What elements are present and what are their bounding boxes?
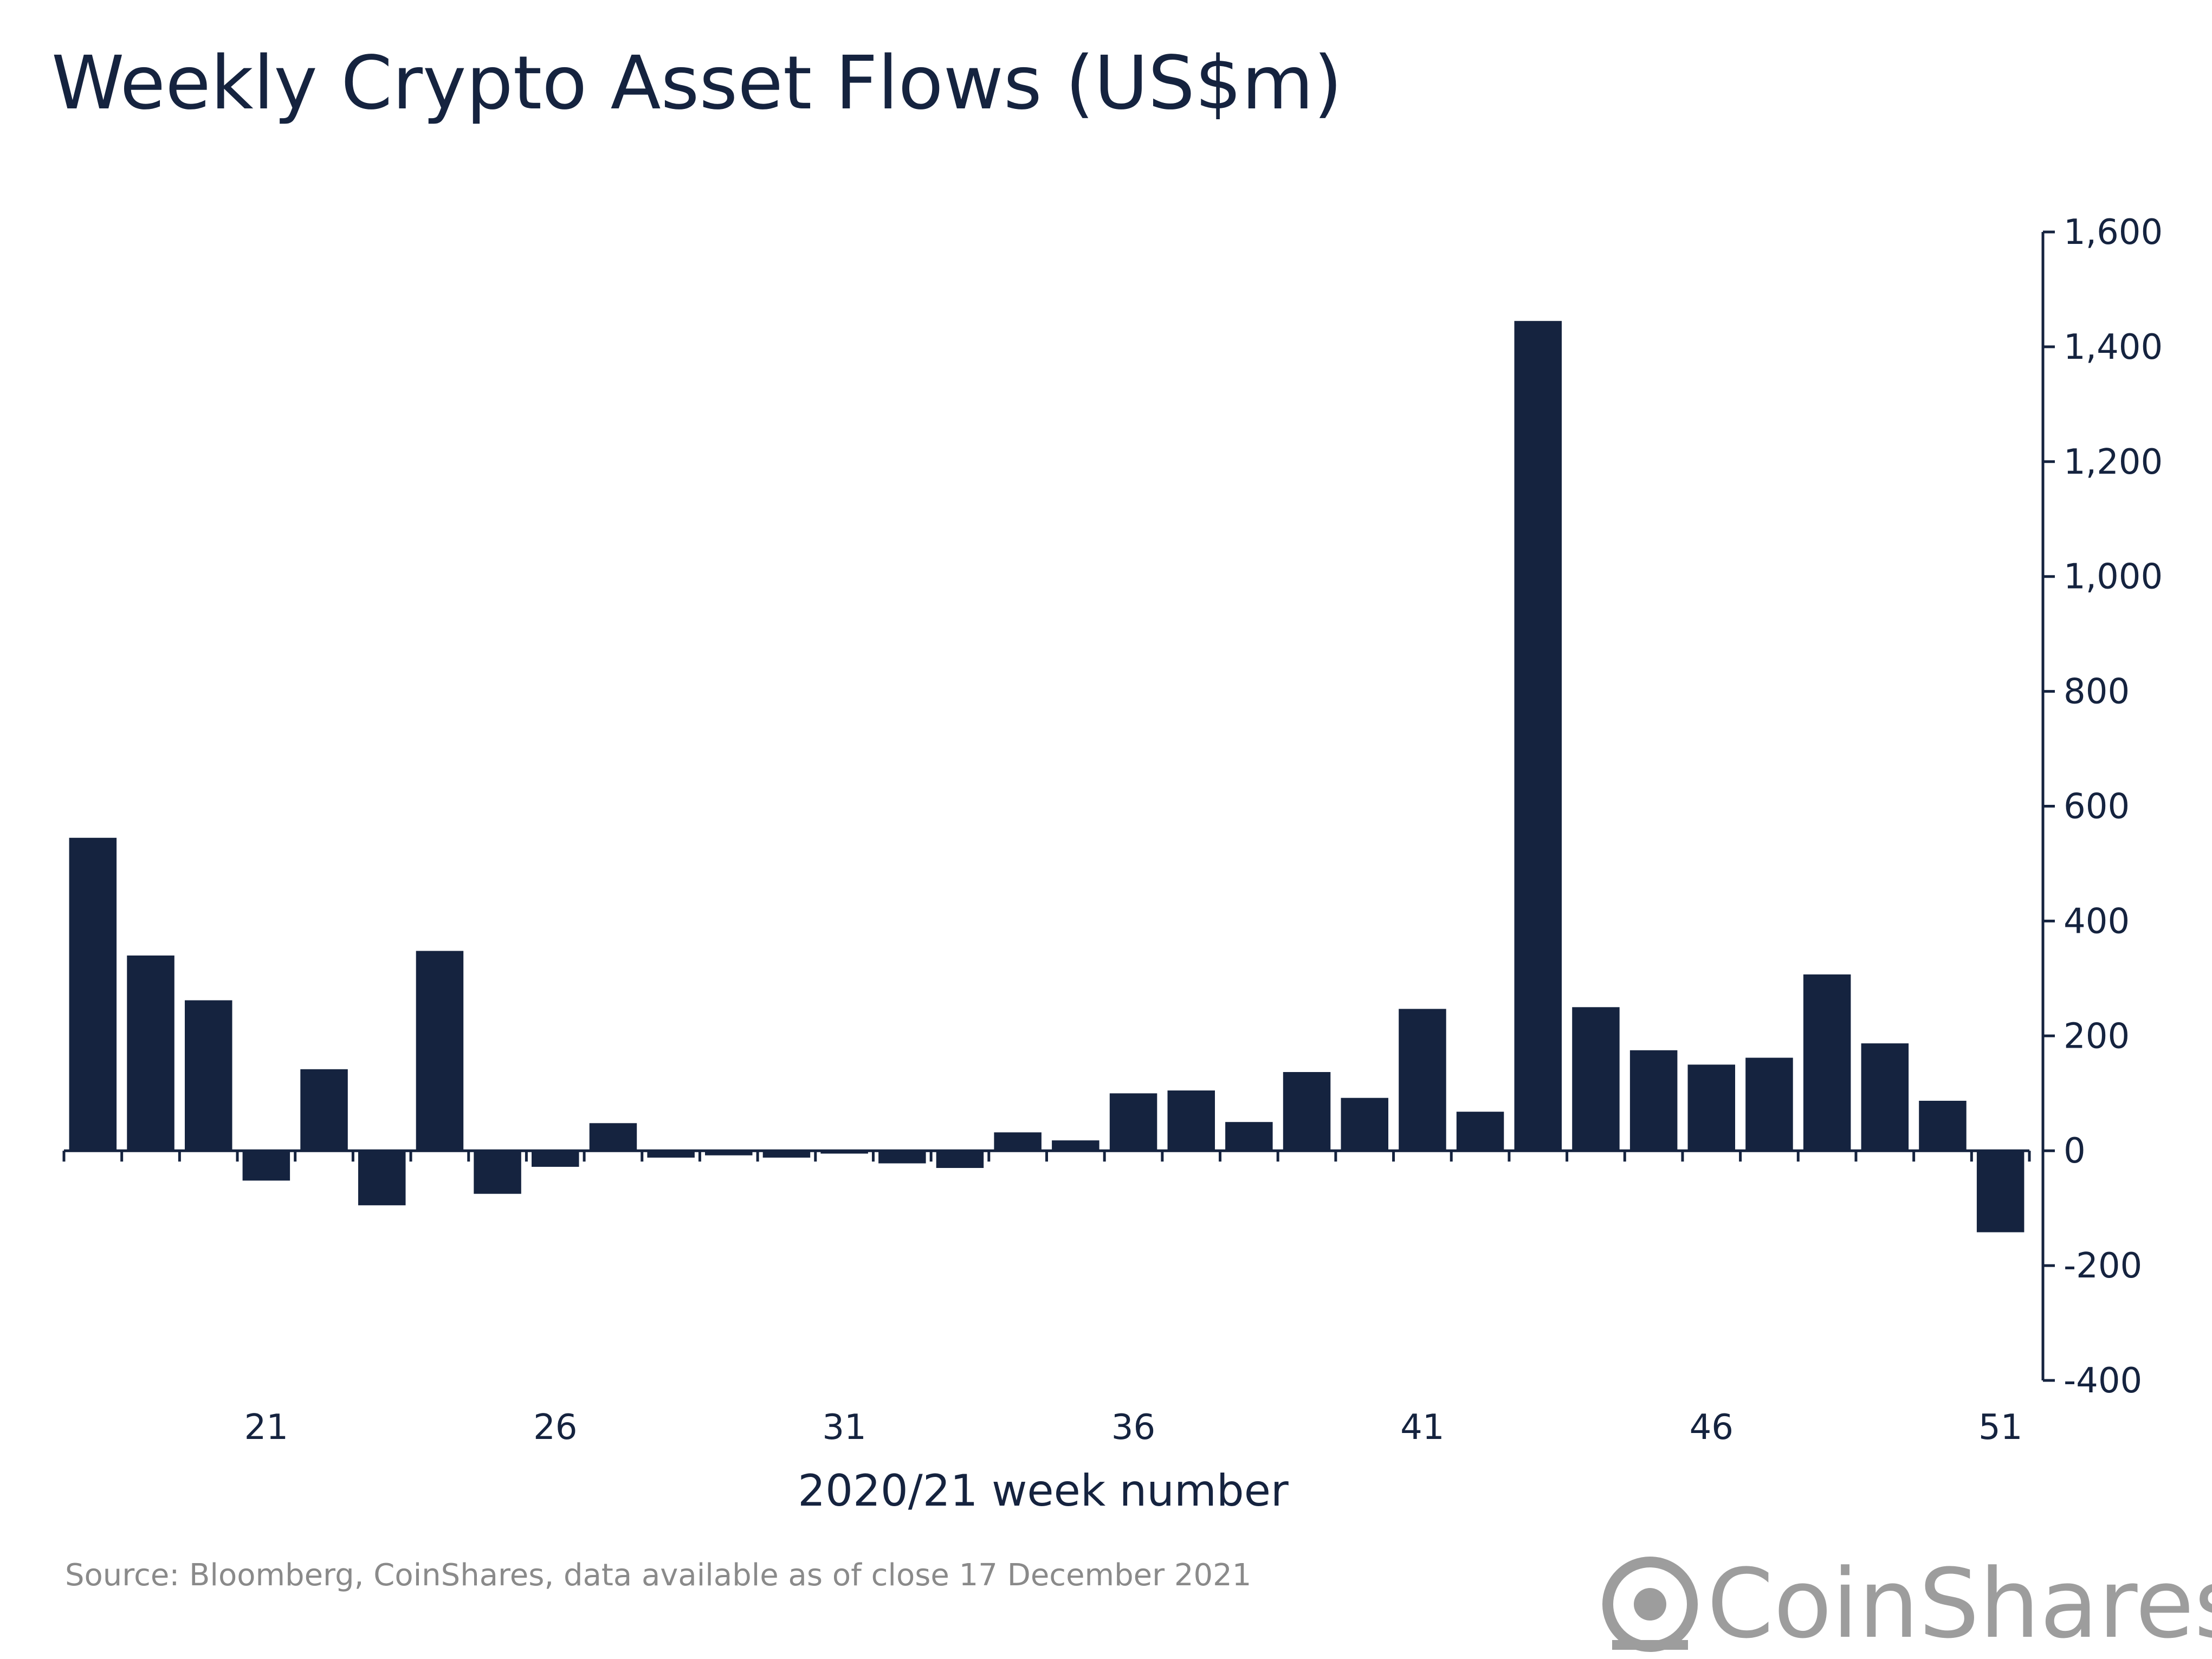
y-tick-label: -400 xyxy=(2064,1361,2142,1401)
chart-title: Weekly Crypto Asset Flows (US$m) xyxy=(51,41,1342,126)
coinshares-logo-icon xyxy=(1602,1557,1698,1652)
x-tick-label: 36 xyxy=(1111,1408,1155,1448)
bar-week-32 xyxy=(878,1151,926,1164)
bar-week-22 xyxy=(300,1069,348,1151)
bar-week-24 xyxy=(416,951,464,1151)
y-tick-label: 600 xyxy=(2064,787,2130,827)
x-tick-label: 31 xyxy=(822,1408,866,1448)
bar-week-37 xyxy=(1167,1090,1215,1151)
y-tick-label: -200 xyxy=(2064,1246,2142,1286)
x-tick-label: 26 xyxy=(533,1408,577,1448)
x-axis-title: 2020/21 week number xyxy=(798,1466,1289,1516)
y-tick-label: 1,400 xyxy=(2064,327,2163,367)
bar-week-35 xyxy=(1052,1140,1099,1151)
y-tick-label: 0 xyxy=(2064,1131,2086,1171)
y-tick-labels: 1,600 1,400 1,200 1,000 800 600 400 200 0 -200 -40… xyxy=(2064,212,2163,1401)
bar-week-39 xyxy=(1283,1072,1331,1151)
x-tick-label: 21 xyxy=(244,1408,288,1448)
x-tick-labels: 21 26 31 36 41 46 51 xyxy=(244,1408,2023,1448)
bar-week-19 xyxy=(127,956,174,1151)
x-tick-label: 46 xyxy=(1690,1408,1734,1448)
y-axis xyxy=(2041,230,2055,1382)
bar-week-46 xyxy=(1687,1064,1735,1151)
bar-week-48 xyxy=(1803,974,1851,1151)
bar-week-44 xyxy=(1572,1007,1620,1151)
bar-week-25 xyxy=(474,1151,521,1194)
bar-week-42 xyxy=(1456,1112,1504,1151)
bar-week-50 xyxy=(1919,1101,1967,1151)
bar-week-33 xyxy=(936,1151,984,1168)
bar-week-26 xyxy=(532,1151,579,1167)
bar-week-21 xyxy=(242,1151,290,1181)
bar-week-30 xyxy=(762,1151,811,1158)
y-tick-label: 1,600 xyxy=(2064,212,2163,253)
bar-week-34 xyxy=(994,1132,1042,1151)
bar-week-36 xyxy=(1109,1093,1157,1151)
bar-week-20 xyxy=(185,1000,232,1151)
bar-week-41 xyxy=(1399,1009,1446,1151)
bar-week-47 xyxy=(1745,1057,1793,1151)
brand-wordmark: CoinShares xyxy=(1707,1548,2212,1659)
bar-week-23 xyxy=(358,1151,406,1205)
bar-week-43 xyxy=(1514,321,1562,1151)
source-note: Source: Bloomberg, CoinShares, data avai… xyxy=(65,1558,1251,1593)
bar-week-40 xyxy=(1341,1098,1388,1151)
x-tick-label: 51 xyxy=(1978,1408,2022,1448)
x-tick-label: 41 xyxy=(1400,1408,1444,1448)
bar-week-18 xyxy=(69,837,117,1151)
y-tick-label: 1,000 xyxy=(2064,557,2163,597)
bar-week-45 xyxy=(1629,1050,1678,1151)
bar-week-31 xyxy=(820,1151,868,1154)
y-tick-label: 1,200 xyxy=(2064,442,2163,482)
x-axis xyxy=(62,1149,2031,1162)
y-tick-label: 800 xyxy=(2064,672,2130,712)
y-tick-label: 400 xyxy=(2064,901,2130,941)
bar-week-27 xyxy=(589,1123,637,1151)
bar-week-29 xyxy=(705,1151,753,1156)
bars-group xyxy=(69,321,2025,1232)
bar-week-38 xyxy=(1225,1122,1273,1151)
bar-week-51 xyxy=(1976,1151,2025,1232)
y-tick-label: 200 xyxy=(2064,1016,2130,1056)
bar-week-49 xyxy=(1861,1043,1909,1151)
bar-week-28 xyxy=(647,1151,695,1158)
